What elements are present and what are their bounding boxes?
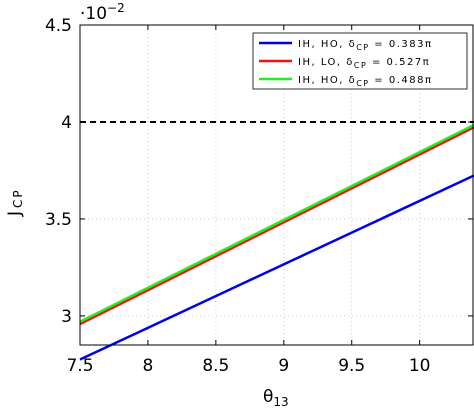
x-tick-labels: 7.5 8 8.5 9 9.5 10	[66, 356, 430, 376]
tick-marks	[79, 24, 473, 345]
x-tick-label: 9	[278, 356, 289, 376]
x-axis-label-sub: 13	[273, 395, 288, 409]
series-line	[79, 174, 474, 361]
x-tick-label: 10	[409, 356, 431, 376]
y-multiplier: ·10−2	[80, 1, 125, 24]
y-tick-label: 3	[61, 307, 72, 327]
series-line	[79, 126, 474, 326]
y-tick-label: 3.5	[45, 210, 72, 230]
series-line	[79, 123, 474, 323]
legend: IH, HO, δCP = 0.383π IH, LO, δCP = 0.527π…	[252, 32, 468, 90]
x-axis-label-main: θ	[263, 387, 273, 407]
y-axis-label-sub: CP	[11, 188, 25, 208]
x-tick-label: 8.5	[202, 356, 229, 376]
x-tick-label: 9.5	[338, 356, 365, 376]
y-multiplier-base: ·10	[80, 4, 107, 24]
plot-frame	[79, 24, 474, 346]
y-tick-labels: 3 3.5 4 4.5	[45, 16, 72, 327]
legend-label: IH, HO, δCP = 0.488π	[298, 75, 433, 88]
x-axis-label: θ13	[263, 387, 289, 409]
series-layer	[79, 123, 474, 361]
legend-label: IH, LO, δCP = 0.527π	[298, 57, 430, 70]
legend-label: IH, HO, δCP = 0.383π	[298, 39, 433, 52]
x-tick-label: 7.5	[66, 356, 93, 376]
y-multiplier-exponent: −2	[107, 1, 125, 15]
y-tick-label: 4.5	[45, 16, 72, 36]
x-tick-label: 8	[143, 356, 154, 376]
y-tick-label: 4	[61, 113, 72, 133]
y-axis-label: J CP	[5, 188, 25, 217]
y-axis-label-main: J	[5, 211, 25, 217]
